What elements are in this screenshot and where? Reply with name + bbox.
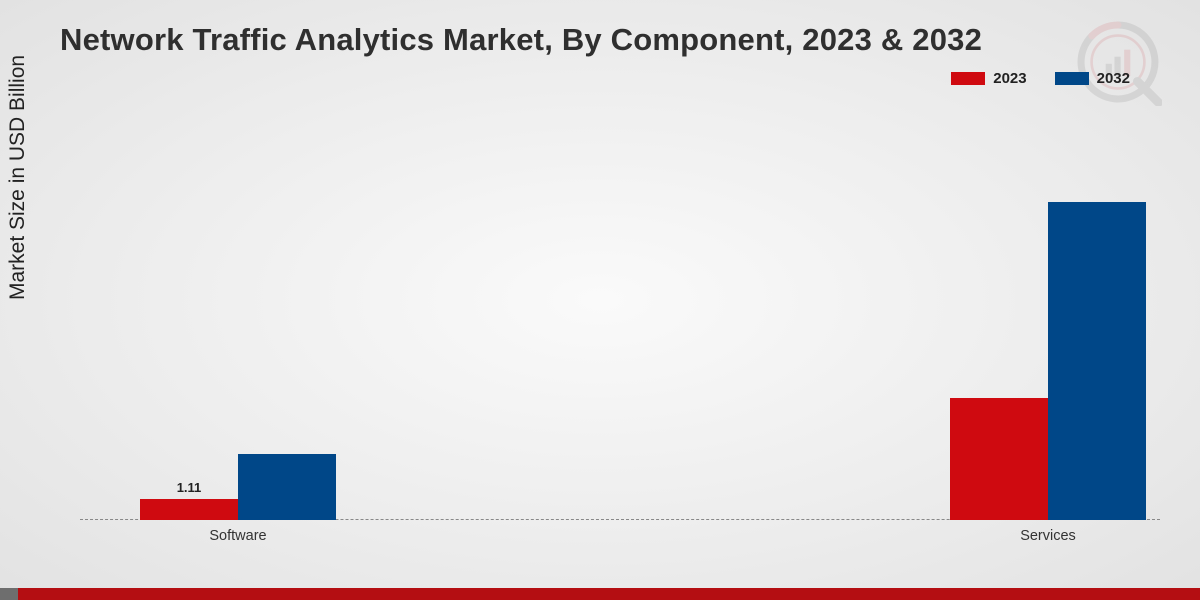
category-label-services: Services — [1020, 528, 1076, 544]
legend-item-2023: 2023 — [951, 70, 1026, 87]
legend-label-2032: 2032 — [1097, 70, 1130, 87]
brand-logo-icon — [1074, 18, 1162, 106]
legend-item-2032: 2032 — [1055, 70, 1130, 87]
legend-swatch-2032 — [1055, 72, 1089, 85]
bar-services-2032 — [1048, 202, 1146, 520]
y-axis-label: Market Size in USD Billion — [6, 55, 30, 300]
bar-software-2023 — [140, 499, 238, 520]
legend-label-2023: 2023 — [993, 70, 1026, 87]
chart-area: 1.11SoftwareServices — [80, 108, 1160, 520]
value-label-software-2023: 1.11 — [177, 480, 202, 495]
legend: 2023 2032 — [951, 70, 1130, 87]
footer-red-stripe — [0, 588, 1200, 600]
footer-grey-accent — [0, 588, 18, 600]
footer-bar — [0, 588, 1200, 600]
chart-title: Network Traffic Analytics Market, By Com… — [60, 22, 982, 58]
bar-services-2023 — [950, 398, 1048, 520]
category-label-software: Software — [209, 528, 266, 544]
bar-software-2032 — [238, 454, 336, 520]
legend-swatch-2023 — [951, 72, 985, 85]
